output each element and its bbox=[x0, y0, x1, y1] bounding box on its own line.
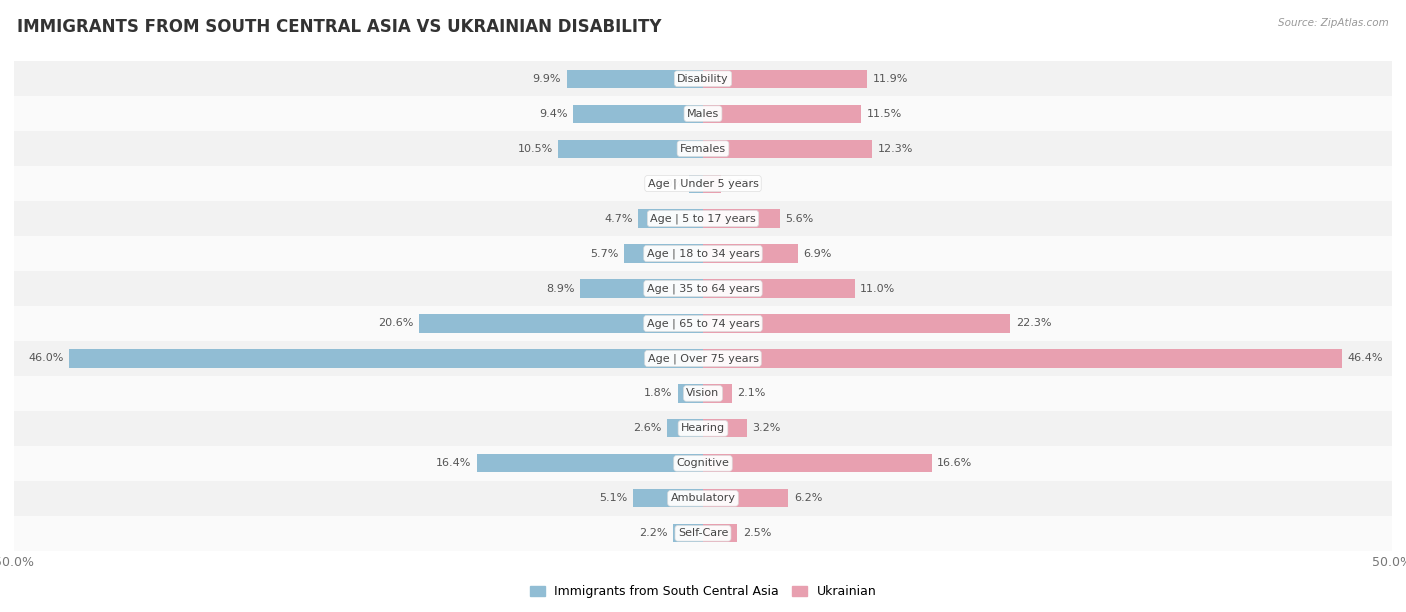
Text: 46.0%: 46.0% bbox=[28, 354, 63, 364]
Bar bbox=[703, 489, 789, 507]
Text: 20.6%: 20.6% bbox=[378, 318, 413, 329]
Text: Age | 5 to 17 years: Age | 5 to 17 years bbox=[650, 214, 756, 224]
Bar bbox=[14, 306, 1392, 341]
Text: 11.9%: 11.9% bbox=[873, 73, 908, 84]
Text: 10.5%: 10.5% bbox=[517, 144, 553, 154]
Bar bbox=[14, 131, 1392, 166]
Bar bbox=[574, 105, 703, 123]
Text: Age | Over 75 years: Age | Over 75 years bbox=[648, 353, 758, 364]
Bar bbox=[14, 376, 1392, 411]
Text: 2.6%: 2.6% bbox=[633, 424, 662, 433]
Text: 11.5%: 11.5% bbox=[868, 109, 903, 119]
Bar bbox=[633, 489, 703, 507]
Bar bbox=[703, 70, 868, 88]
Text: Source: ZipAtlas.com: Source: ZipAtlas.com bbox=[1278, 18, 1389, 28]
Bar bbox=[638, 209, 703, 228]
Text: Males: Males bbox=[688, 109, 718, 119]
Text: 2.5%: 2.5% bbox=[742, 528, 772, 539]
Bar bbox=[703, 174, 721, 193]
Bar bbox=[672, 524, 703, 542]
Bar bbox=[703, 315, 1011, 332]
Text: 5.6%: 5.6% bbox=[786, 214, 814, 223]
Text: 1.3%: 1.3% bbox=[727, 179, 755, 188]
Bar bbox=[14, 61, 1392, 96]
Bar bbox=[419, 315, 703, 332]
Bar bbox=[581, 280, 703, 297]
Text: Age | Under 5 years: Age | Under 5 years bbox=[648, 178, 758, 189]
Text: Vision: Vision bbox=[686, 389, 720, 398]
Text: 9.9%: 9.9% bbox=[533, 73, 561, 84]
Bar bbox=[703, 209, 780, 228]
Bar bbox=[14, 516, 1392, 551]
Bar bbox=[678, 384, 703, 403]
Bar bbox=[703, 454, 932, 472]
Text: 8.9%: 8.9% bbox=[547, 283, 575, 294]
Text: 6.2%: 6.2% bbox=[794, 493, 823, 503]
Text: Self-Care: Self-Care bbox=[678, 528, 728, 539]
Bar bbox=[558, 140, 703, 158]
Bar bbox=[668, 419, 703, 438]
Text: Age | 65 to 74 years: Age | 65 to 74 years bbox=[647, 318, 759, 329]
Bar bbox=[14, 236, 1392, 271]
Text: Hearing: Hearing bbox=[681, 424, 725, 433]
Bar bbox=[14, 411, 1392, 446]
Text: Age | 35 to 64 years: Age | 35 to 64 years bbox=[647, 283, 759, 294]
Bar bbox=[567, 70, 703, 88]
Bar bbox=[703, 419, 747, 438]
Text: 4.7%: 4.7% bbox=[605, 214, 633, 223]
Bar bbox=[14, 341, 1392, 376]
Text: Ambulatory: Ambulatory bbox=[671, 493, 735, 503]
Bar bbox=[703, 524, 738, 542]
Bar bbox=[703, 384, 733, 403]
Bar bbox=[703, 140, 873, 158]
Text: Age | 18 to 34 years: Age | 18 to 34 years bbox=[647, 248, 759, 259]
Text: 5.7%: 5.7% bbox=[591, 248, 619, 258]
Bar bbox=[14, 271, 1392, 306]
Text: 2.1%: 2.1% bbox=[738, 389, 766, 398]
Text: 2.2%: 2.2% bbox=[638, 528, 668, 539]
Text: Cognitive: Cognitive bbox=[676, 458, 730, 468]
Text: Disability: Disability bbox=[678, 73, 728, 84]
Bar bbox=[689, 174, 703, 193]
Bar bbox=[14, 166, 1392, 201]
Text: 6.9%: 6.9% bbox=[804, 248, 832, 258]
Text: 9.4%: 9.4% bbox=[540, 109, 568, 119]
Text: 22.3%: 22.3% bbox=[1015, 318, 1052, 329]
Bar bbox=[703, 280, 855, 297]
Bar bbox=[703, 244, 799, 263]
Text: Females: Females bbox=[681, 144, 725, 154]
Bar bbox=[477, 454, 703, 472]
Text: 16.4%: 16.4% bbox=[436, 458, 471, 468]
Text: 1.0%: 1.0% bbox=[655, 179, 683, 188]
Text: 11.0%: 11.0% bbox=[860, 283, 896, 294]
Text: 16.6%: 16.6% bbox=[938, 458, 973, 468]
Bar bbox=[14, 446, 1392, 481]
Bar bbox=[69, 349, 703, 368]
Legend: Immigrants from South Central Asia, Ukrainian: Immigrants from South Central Asia, Ukra… bbox=[524, 580, 882, 603]
Text: 1.8%: 1.8% bbox=[644, 389, 672, 398]
Text: 5.1%: 5.1% bbox=[599, 493, 627, 503]
Bar bbox=[703, 349, 1343, 368]
Text: 46.4%: 46.4% bbox=[1348, 354, 1384, 364]
Bar bbox=[624, 244, 703, 263]
Bar bbox=[14, 201, 1392, 236]
Bar bbox=[703, 105, 862, 123]
Text: 3.2%: 3.2% bbox=[752, 424, 780, 433]
Text: 12.3%: 12.3% bbox=[877, 144, 914, 154]
Bar bbox=[14, 96, 1392, 131]
Text: IMMIGRANTS FROM SOUTH CENTRAL ASIA VS UKRAINIAN DISABILITY: IMMIGRANTS FROM SOUTH CENTRAL ASIA VS UK… bbox=[17, 18, 661, 36]
Bar bbox=[14, 481, 1392, 516]
